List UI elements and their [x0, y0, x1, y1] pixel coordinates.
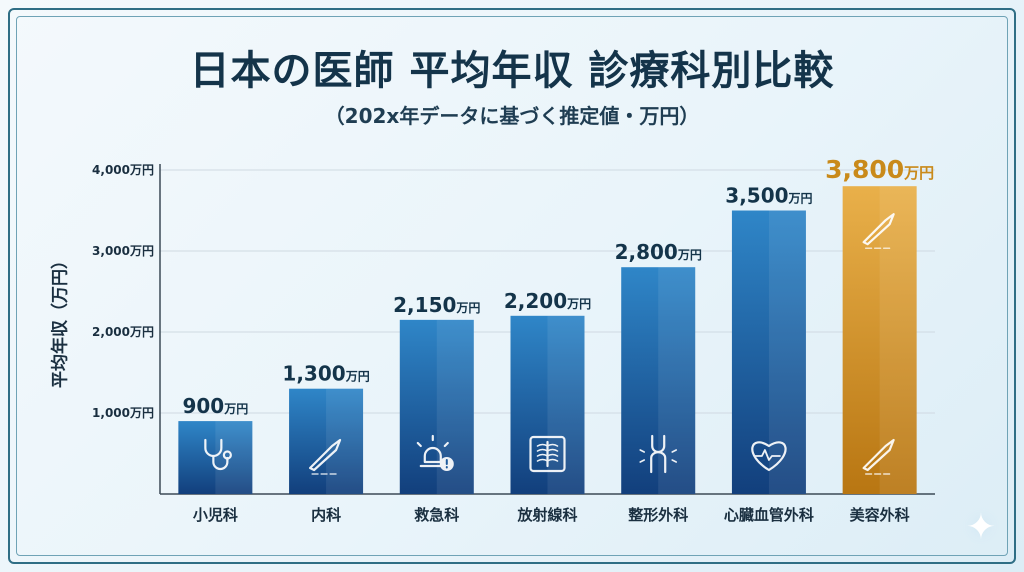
heart-pulse-icon	[751, 441, 787, 472]
bar-value-number: 1,300	[282, 362, 345, 386]
x-tick-label: 整形外科	[628, 506, 688, 524]
bar-value-unit: 万円	[223, 402, 248, 416]
bar-shine	[879, 186, 917, 494]
bar-value-unit: 万円	[345, 370, 370, 384]
bar-value-label: 3,500万円	[725, 184, 812, 208]
bar-value-unit: 万円	[788, 192, 813, 206]
alarm-icon	[416, 434, 454, 471]
bar-value-unit: 万円	[455, 301, 480, 315]
chart-subtitle: （202x年データに基づく推定値・万円）	[324, 104, 700, 128]
bar	[178, 421, 253, 494]
bar-value-label: 1,300万円	[282, 362, 369, 386]
xray-icon	[529, 435, 566, 473]
y-tick-label: 1,000万円	[92, 406, 154, 420]
bar-value-number: 3,800	[825, 155, 904, 184]
x-tick-label: 救急科	[414, 506, 459, 524]
sparkle-icon: ✦	[965, 507, 996, 548]
bar-value-label: 2,200万円	[504, 289, 591, 313]
y-tick-label: 3,000万円	[92, 244, 154, 258]
bar	[842, 186, 917, 494]
knee-joint-icon	[639, 434, 678, 474]
bar-value-label: 900万円	[182, 394, 248, 418]
scalpel-icon	[308, 438, 342, 475]
bar-value-number: 2,150	[393, 293, 456, 317]
scalpel-icon	[862, 438, 895, 475]
bar-value-label: 2,800万円	[615, 240, 702, 264]
scalpel-icon	[862, 213, 895, 249]
chart-title: 日本の医師 平均年収 診療科別比較	[189, 48, 835, 94]
bar-value-number: 3,500	[725, 184, 788, 208]
bar-value-unit: 万円	[566, 297, 591, 311]
bar-shine	[658, 267, 696, 494]
bar-value-number: 900	[182, 394, 224, 418]
y-tick-label: 2,000万円	[92, 325, 154, 339]
bar	[289, 388, 364, 494]
bar	[621, 267, 696, 494]
bar-shine	[547, 315, 585, 494]
bar-value-label: 3,800万円	[825, 155, 934, 184]
x-tick-label: 美容外科	[850, 506, 910, 524]
bar-value-label: 2,150万円	[393, 293, 480, 317]
bar-value-number: 2,200	[504, 289, 567, 313]
bar-value-unit: 万円	[677, 248, 702, 262]
bar-value-unit: 万円	[903, 164, 934, 182]
bar-shine	[326, 388, 364, 494]
bar-shine	[215, 421, 253, 494]
stethoscope-icon	[204, 438, 232, 471]
bar-value-number: 2,800	[615, 240, 678, 264]
x-tick-label: 内科	[311, 506, 341, 524]
y-tick-label: 4,000万円	[92, 163, 154, 177]
x-tick-label: 心臓血管外科	[724, 506, 814, 524]
x-tick-label: 小児科	[193, 506, 238, 524]
x-tick-label: 放射線科	[516, 506, 577, 524]
bar-shine	[768, 210, 806, 494]
